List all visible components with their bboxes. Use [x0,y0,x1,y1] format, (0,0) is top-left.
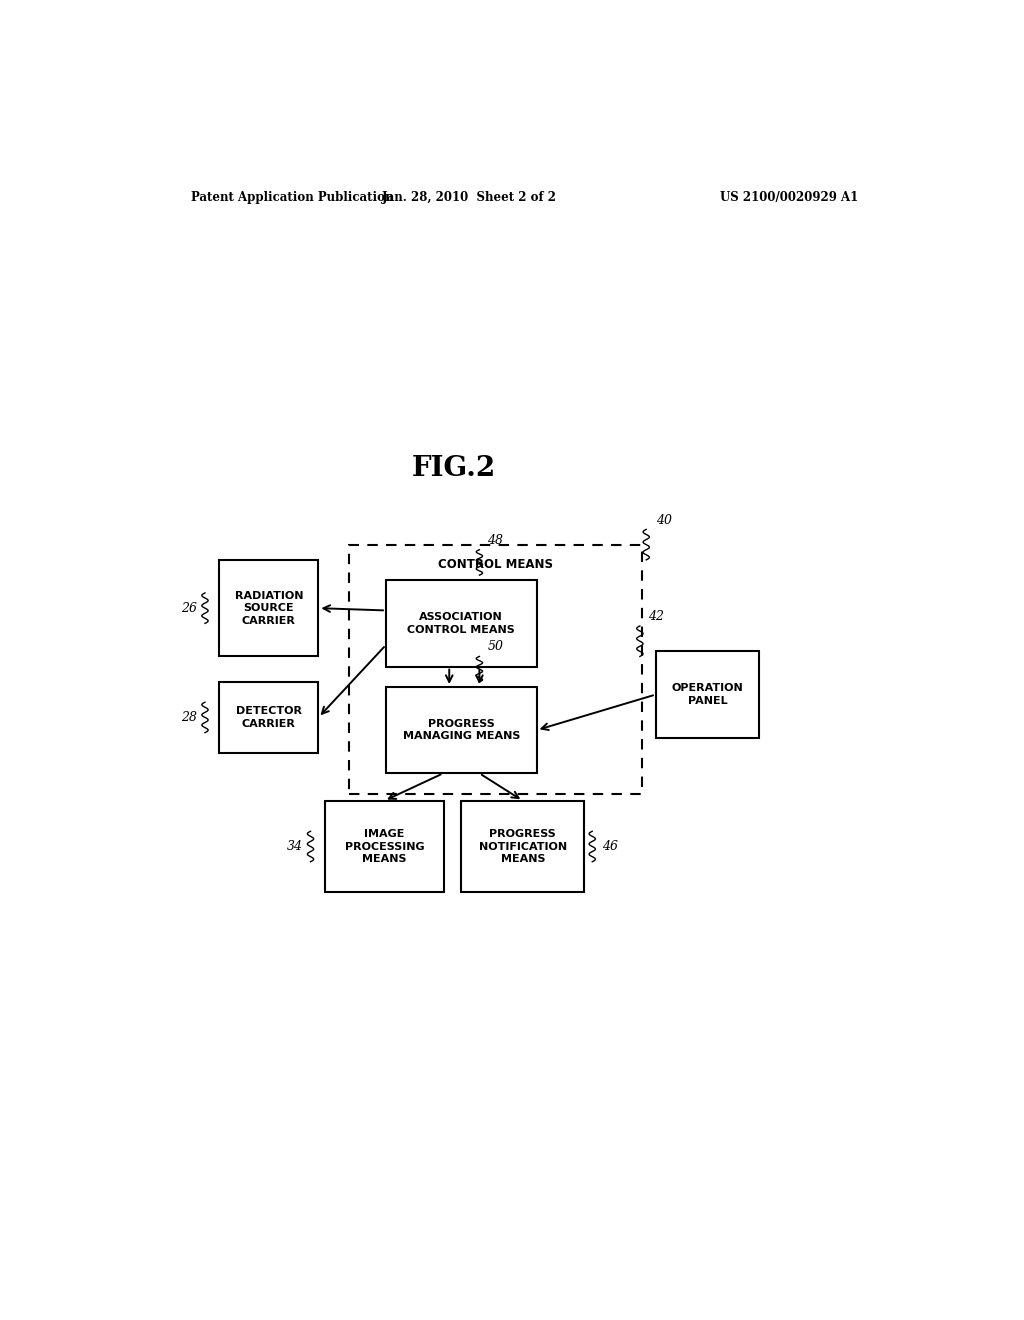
Text: ASSOCIATION
CONTROL MEANS: ASSOCIATION CONTROL MEANS [408,612,515,635]
Text: Jan. 28, 2010  Sheet 2 of 2: Jan. 28, 2010 Sheet 2 of 2 [382,190,557,203]
Bar [219,560,318,656]
Text: OPERATION
PANEL: OPERATION PANEL [672,684,743,706]
Bar [655,651,759,738]
Text: PROGRESS
MANAGING MEANS: PROGRESS MANAGING MEANS [402,719,520,742]
Text: 26: 26 [181,602,197,615]
Bar [219,682,318,752]
Text: CONTROL MEANS: CONTROL MEANS [438,558,553,570]
Text: DETECTOR
CARRIER: DETECTOR CARRIER [236,706,302,729]
Text: 42: 42 [648,610,664,623]
Text: FIG.2: FIG.2 [412,455,496,482]
Text: US 2100/0020929 A1: US 2100/0020929 A1 [720,190,858,203]
Text: 40: 40 [655,515,672,528]
Bar [386,686,537,774]
Text: 34: 34 [287,840,303,853]
Text: 50: 50 [487,640,504,653]
Text: Patent Application Publication: Patent Application Publication [191,190,394,203]
Bar [348,545,642,793]
Text: 48: 48 [487,533,504,546]
Bar [461,801,585,892]
Text: 28: 28 [181,711,197,723]
Text: 46: 46 [602,840,617,853]
Text: IMAGE
PROCESSING
MEANS: IMAGE PROCESSING MEANS [344,829,424,863]
Bar [325,801,443,892]
Text: RADIATION
SOURCE
CARRIER: RADIATION SOURCE CARRIER [234,591,303,626]
Bar [386,581,537,667]
Text: PROGRESS
NOTIFICATION
MEANS: PROGRESS NOTIFICATION MEANS [479,829,567,863]
